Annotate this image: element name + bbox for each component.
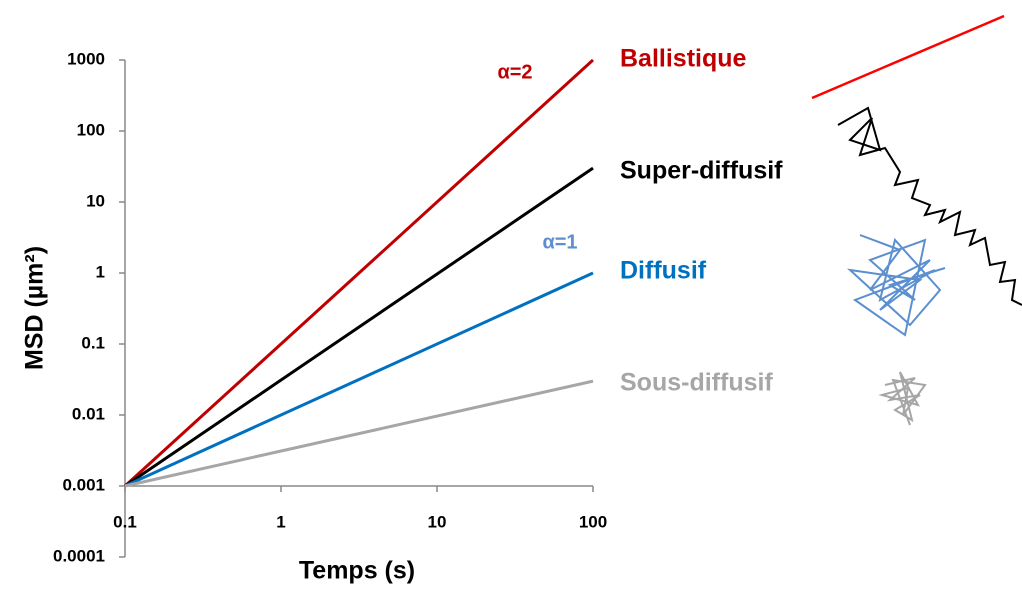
series-line — [124, 379, 594, 488]
y-tick-label: 0.0001 — [53, 546, 105, 565]
trajectory-illustrations — [811, 14, 1022, 426]
legend-label: Super-diffusif — [620, 157, 783, 185]
y-tick-label: 10 — [86, 191, 105, 210]
legend-label: Ballistique — [620, 45, 747, 73]
x-tick-label: 100 — [579, 512, 607, 531]
x-axis-title: Temps (s) — [299, 557, 415, 585]
y-axis-title: MSD (µm²) — [21, 246, 49, 370]
x-tick-label: 0.1 — [113, 512, 137, 531]
superdiffusive-trajectory — [837, 106, 1022, 306]
series-line — [124, 166, 594, 488]
y-tick-label: 0.01 — [72, 404, 105, 423]
x-tick-label: 10 — [428, 512, 447, 531]
legend-label: Sous-diffusif — [620, 369, 773, 397]
y-tick-label: 100 — [77, 120, 105, 139]
y-tick-label: 0.001 — [62, 475, 105, 494]
series-line — [123, 58, 595, 488]
x-tick-label: 1 — [276, 512, 285, 531]
annotation: α=1 — [542, 231, 577, 253]
y-tick-label: 1 — [96, 262, 105, 281]
legend-label: Diffusif — [620, 257, 707, 285]
ballistic-trajectory — [811, 14, 1005, 100]
series-line — [124, 271, 594, 488]
annotation: α=2 — [497, 61, 532, 83]
diffusive-trajectory — [846, 234, 946, 337]
y-tick-label: 1000 — [67, 49, 105, 68]
subdiffusive-trajectory — [878, 371, 927, 426]
y-tick-label: 0.1 — [81, 333, 105, 352]
